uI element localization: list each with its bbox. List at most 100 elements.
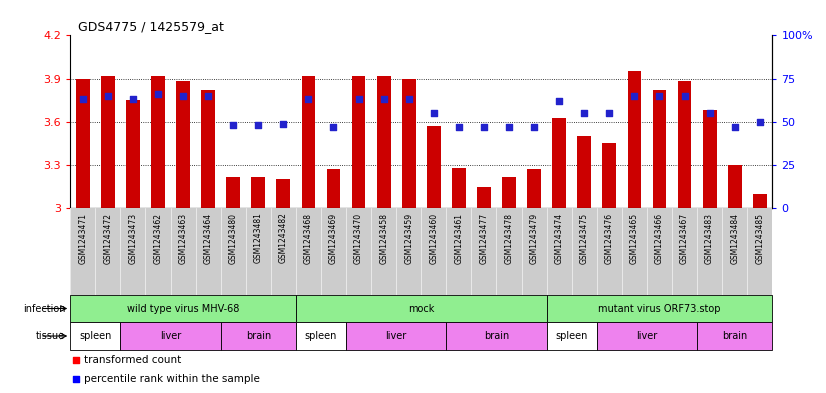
Bar [296, 322, 346, 350]
Text: GSM1243481: GSM1243481 [254, 213, 263, 263]
Text: GSM1243459: GSM1243459 [404, 213, 413, 264]
Point [553, 98, 566, 104]
Bar [446, 208, 472, 295]
Point [70, 356, 83, 363]
Bar [352, 76, 365, 208]
Text: transformed count: transformed count [84, 354, 181, 365]
Bar [722, 208, 748, 295]
Bar [221, 322, 296, 350]
Text: GSM1243473: GSM1243473 [128, 213, 137, 264]
Bar [602, 143, 616, 208]
Text: GSM1243465: GSM1243465 [630, 213, 638, 264]
Point [477, 124, 491, 130]
Text: mutant virus ORF73.stop: mutant virus ORF73.stop [598, 303, 721, 314]
Text: GSM1243472: GSM1243472 [103, 213, 112, 264]
Text: GSM1243474: GSM1243474 [555, 213, 563, 264]
Bar [547, 295, 772, 322]
Bar [628, 72, 641, 208]
Point [678, 93, 691, 99]
Text: wild type virus MHV-68: wild type virus MHV-68 [127, 303, 240, 314]
Bar [121, 322, 221, 350]
Text: GDS4775 / 1425579_at: GDS4775 / 1425579_at [78, 20, 225, 33]
Bar [346, 322, 446, 350]
Text: GSM1243485: GSM1243485 [755, 213, 764, 264]
Bar [401, 79, 415, 208]
Bar [271, 208, 296, 295]
Bar [427, 126, 441, 208]
Text: GSM1243476: GSM1243476 [605, 213, 614, 264]
Point [703, 110, 716, 116]
Text: GSM1243468: GSM1243468 [304, 213, 313, 264]
Text: liver: liver [386, 331, 407, 341]
Bar [70, 322, 121, 350]
Bar [622, 208, 647, 295]
Point [327, 124, 340, 130]
Point [753, 119, 767, 125]
Bar [597, 208, 622, 295]
Text: GSM1243471: GSM1243471 [78, 213, 88, 264]
Text: GSM1243480: GSM1243480 [229, 213, 238, 264]
Bar [452, 168, 466, 208]
Text: GSM1243477: GSM1243477 [479, 213, 488, 264]
Bar [95, 208, 121, 295]
Text: spleen: spleen [305, 331, 337, 341]
Text: infection: infection [23, 303, 65, 314]
Point [502, 124, 515, 130]
Bar [527, 169, 541, 208]
Text: GSM1243482: GSM1243482 [279, 213, 287, 263]
Point [603, 110, 616, 116]
Bar [653, 90, 667, 208]
Text: tissue: tissue [36, 331, 65, 341]
Bar [752, 194, 767, 208]
Text: GSM1243484: GSM1243484 [730, 213, 739, 264]
Bar [70, 295, 296, 322]
Bar [326, 169, 340, 208]
Text: GSM1243458: GSM1243458 [379, 213, 388, 264]
Point [151, 91, 164, 97]
Point [226, 122, 240, 129]
Point [301, 96, 315, 103]
Bar [547, 208, 572, 295]
Bar [346, 208, 371, 295]
Point [102, 93, 115, 99]
Point [277, 120, 290, 127]
Bar [226, 176, 240, 208]
Bar [496, 208, 521, 295]
Text: GSM1243469: GSM1243469 [329, 213, 338, 264]
Text: spleen: spleen [556, 331, 588, 341]
Text: brain: brain [722, 331, 748, 341]
Bar [572, 208, 597, 295]
Text: GSM1243466: GSM1243466 [655, 213, 664, 264]
Bar [728, 165, 742, 208]
Bar [321, 208, 346, 295]
Text: GSM1243464: GSM1243464 [204, 213, 212, 264]
Bar [251, 176, 265, 208]
Bar [296, 208, 321, 295]
Bar [202, 90, 215, 208]
Point [528, 124, 541, 130]
Bar [421, 208, 446, 295]
Text: brain: brain [245, 331, 271, 341]
Bar [577, 136, 591, 208]
Text: GSM1243470: GSM1243470 [354, 213, 363, 264]
Point [453, 124, 466, 130]
Bar [477, 187, 491, 208]
Bar [121, 208, 145, 295]
Bar [553, 118, 566, 208]
Text: mock: mock [408, 303, 434, 314]
Text: brain: brain [484, 331, 509, 341]
Point [653, 93, 666, 99]
Text: GSM1243475: GSM1243475 [580, 213, 589, 264]
Bar [301, 76, 316, 208]
Bar [697, 322, 772, 350]
Point [402, 96, 415, 103]
Point [377, 96, 390, 103]
Text: GSM1243463: GSM1243463 [178, 213, 188, 264]
Bar [748, 208, 772, 295]
Bar [101, 76, 115, 208]
Bar [246, 208, 271, 295]
Bar [145, 208, 170, 295]
Point [577, 110, 591, 116]
Bar [596, 322, 697, 350]
Bar [221, 208, 246, 295]
